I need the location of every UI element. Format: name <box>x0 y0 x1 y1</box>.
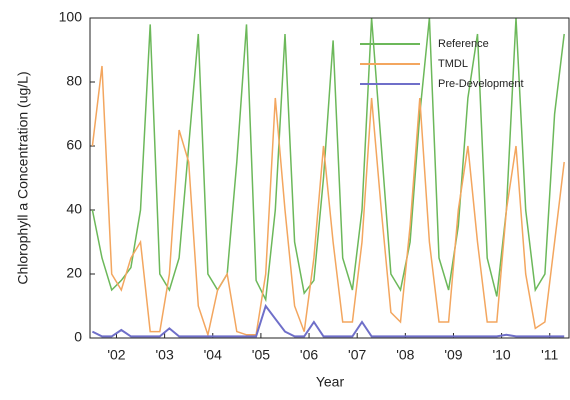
y-tick-label: 60 <box>66 137 82 153</box>
y-tick-label: 0 <box>74 329 82 345</box>
plot-frame <box>89 17 570 339</box>
x-axis-label: Year <box>316 374 345 390</box>
legend-label: Pre-Development <box>438 78 524 90</box>
series-line <box>91 17 565 303</box>
y-tick-label: 100 <box>59 9 83 25</box>
y-tick-label: 20 <box>66 265 82 281</box>
x-tick-label: '05 <box>252 347 270 363</box>
x-tick-label: '10 <box>492 347 510 363</box>
series-line <box>91 65 565 338</box>
y-axis-label: Chlorophyll a Concentration (ug/L) <box>15 71 31 284</box>
legend-label: TMDL <box>438 58 468 70</box>
x-tick-label: '04 <box>204 347 222 363</box>
legend-label: Reference <box>438 38 489 50</box>
x-tick-label: '08 <box>396 347 414 363</box>
x-tick-label: '11 <box>541 347 558 363</box>
series-line <box>91 303 565 338</box>
x-tick-label: '06 <box>300 347 318 363</box>
x-tick-label: '02 <box>107 347 125 363</box>
y-tick-label: 80 <box>66 73 82 89</box>
x-tick-label: '03 <box>155 347 173 363</box>
y-tick-label: 40 <box>66 201 82 217</box>
x-tick-label: '07 <box>348 347 366 363</box>
x-tick-label: '09 <box>444 347 462 363</box>
